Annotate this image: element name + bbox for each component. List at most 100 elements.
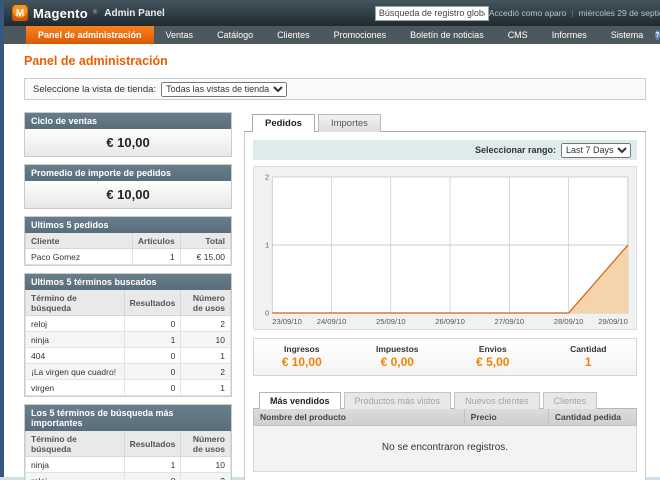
table-cell: € 15.00 <box>180 249 230 265</box>
tab-nuevos-clientes: Nuevos clientes <box>454 392 540 409</box>
tab-mas-vendidos[interactable]: Más vendidos <box>259 392 341 409</box>
table-cell: 1 <box>124 457 181 473</box>
column-header-numero-de-usos: Número de usos <box>181 290 231 316</box>
table-row[interactable]: Paco Gomez1€ 15.00 <box>26 249 231 265</box>
svg-text:26/09/10: 26/09/10 <box>435 317 465 326</box>
column-header-termino-de-busqueda: Término de búsqueda <box>26 290 125 316</box>
stat-value: € 10,00 <box>254 355 350 369</box>
session-info: Accedió como aparo | miércoles 29 de sep… <box>489 8 660 18</box>
table-cell: 10 <box>181 332 231 348</box>
products-table: Nombre del productoPrecioCantidad pedida <box>253 409 637 426</box>
dashboard-right-column: PedidosImportes Seleccionar rango: Last … <box>244 112 646 480</box>
table-cell: 2 <box>181 316 231 332</box>
nav-item-clientes[interactable]: Clientes <box>265 26 322 44</box>
column-header-cliente: Cliente <box>26 233 133 249</box>
svg-text:1: 1 <box>265 241 269 250</box>
dashboard-content: Panel de administración Seleccione la vi… <box>4 44 660 480</box>
magento-logo: M Magento ® Admin Panel <box>12 5 165 21</box>
stat-cantidad: Cantidad1 <box>541 344 637 369</box>
table-cell: 2 <box>181 473 231 480</box>
table-cell: reloj <box>26 316 125 332</box>
table-row[interactable]: virgen01 <box>26 380 231 396</box>
logo-suffix: Admin Panel <box>104 8 165 19</box>
tab-pedidos[interactable]: Pedidos <box>252 114 315 132</box>
svg-text:24/09/10: 24/09/10 <box>317 317 347 326</box>
stat-impuestos: Impuestos€ 0,00 <box>350 344 446 369</box>
table-cell: 0 <box>124 316 181 332</box>
tab-productos-mas-vistos: Productos más vistos <box>344 392 452 409</box>
current-date: miércoles 29 de septiembre de 2010 <box>579 8 660 18</box>
nav-item-ventas[interactable]: Ventas <box>154 26 206 44</box>
range-select[interactable]: Last 7 Days <box>561 143 631 158</box>
table-cell: 0 <box>124 380 181 396</box>
stat-value: 1 <box>541 355 637 369</box>
lifetime-sales-title: Ciclo de ventas <box>25 113 231 129</box>
average-orders-value: € 10,00 <box>25 181 231 208</box>
stat-value: € 5,00 <box>445 355 541 369</box>
range-selector-bar: Seleccionar rango: Last 7 Days <box>253 140 637 160</box>
svg-text:28/09/10: 28/09/10 <box>554 317 584 326</box>
bottom-tabs: Más vendidosProductos más vistosNuevos c… <box>253 390 637 409</box>
average-orders-widget: Promedio de importe de pedidos € 10,00 <box>24 164 232 209</box>
table-row[interactable]: ¡La virgen que cuadro!02 <box>26 364 231 380</box>
logo-trademark: ® <box>93 10 97 16</box>
column-header-resultados: Resultados <box>124 431 181 457</box>
table-cell: 1 <box>132 249 180 265</box>
stat-label: Envios <box>445 344 541 354</box>
top-search-terms-title: Los 5 términos de búsqueda más important… <box>25 405 231 431</box>
stat-label: Impuestos <box>350 344 446 354</box>
top-search-terms-widget: Los 5 términos de búsqueda más important… <box>24 404 232 480</box>
range-label: Seleccionar rango: <box>475 145 556 155</box>
table-cell: ¡La virgen que cuadro! <box>26 364 125 380</box>
column-header-articulos: Artículos <box>132 233 180 249</box>
orders-chart-box: 01223/09/1024/09/1025/09/1026/09/1027/09… <box>253 166 637 330</box>
global-search-input[interactable] <box>375 6 489 21</box>
table-cell: 0 <box>124 364 181 380</box>
table-row[interactable]: ninja110 <box>26 457 231 473</box>
column-header-resultados: Resultados <box>124 290 181 316</box>
nav-item-panel-de-administracion[interactable]: Panel de administración <box>26 26 154 44</box>
svg-text:23/09/10: 23/09/10 <box>272 317 302 326</box>
table-row[interactable]: reloj02 <box>26 316 231 332</box>
magento-admin-window: M Magento ® Admin Panel Accedió como apa… <box>0 0 660 480</box>
tab-clientes: Clientes <box>543 392 598 409</box>
nav-item-cms[interactable]: CMS <box>496 26 540 44</box>
help-icon: ? <box>655 30 659 40</box>
table-cell: 404 <box>26 348 125 364</box>
stat-ingresos: Ingresos€ 10,00 <box>254 344 350 369</box>
store-view-bar: Seleccione la vista de tienda: Todas las… <box>24 78 646 100</box>
table-cell: 10 <box>181 457 231 473</box>
table-row[interactable]: 40401 <box>26 348 231 364</box>
stat-value: € 0,00 <box>350 355 446 369</box>
nav-item-boletin-de-noticias[interactable]: Boletín de noticias <box>398 26 496 44</box>
last-search-terms-title: Ultimos 5 términos buscados <box>25 274 231 290</box>
table-cell: Paco Gomez <box>26 249 133 265</box>
svg-text:29/09/10: 29/09/10 <box>598 317 628 326</box>
nav-item-promociones[interactable]: Promociones <box>322 26 399 44</box>
column-header-termino-de-busqueda: Término de búsqueda <box>26 431 125 457</box>
store-view-select[interactable]: Todas las vistas de tienda <box>161 82 287 97</box>
last-orders-title: Ultimos 5 pedidos <box>25 217 231 233</box>
table-cell: 0 <box>124 473 181 480</box>
nav-item-informes[interactable]: Informes <box>540 26 599 44</box>
column-header-numero-de-usos: Número de usos <box>181 431 231 457</box>
tab-importes[interactable]: Importes <box>318 114 381 132</box>
nav-item-catalogo[interactable]: Catálogo <box>205 26 265 44</box>
table-cell: 2 <box>181 364 231 380</box>
magento-logo-icon: M <box>12 5 28 21</box>
table-cell: 0 <box>124 348 181 364</box>
logged-in-as: Accedió como aparo <box>489 8 567 18</box>
column-header-nombre-del-producto: Nombre del producto <box>254 409 465 426</box>
chart-panel: Seleccionar rango: Last 7 Days 01223/09/… <box>244 132 646 480</box>
svg-text:27/09/10: 27/09/10 <box>495 317 525 326</box>
nav-item-sistema[interactable]: Sistema <box>599 26 656 44</box>
top-header-bar: M Magento ® Admin Panel Accedió como apa… <box>4 0 660 26</box>
table-row[interactable]: ninja110 <box>26 332 231 348</box>
page-help[interactable]: ? Obtener ayuda para esta página <box>655 26 660 44</box>
main-nav-list: Panel de administraciónVentasCatálogoCli… <box>26 26 655 44</box>
svg-text:25/09/10: 25/09/10 <box>376 317 406 326</box>
svg-text:2: 2 <box>265 173 269 182</box>
table-row[interactable]: reloj02 <box>26 473 231 480</box>
average-orders-title: Promedio de importe de pedidos <box>25 165 231 181</box>
left-table-widgets: Ultimos 5 pedidosClienteArtículosTotalPa… <box>24 216 232 480</box>
